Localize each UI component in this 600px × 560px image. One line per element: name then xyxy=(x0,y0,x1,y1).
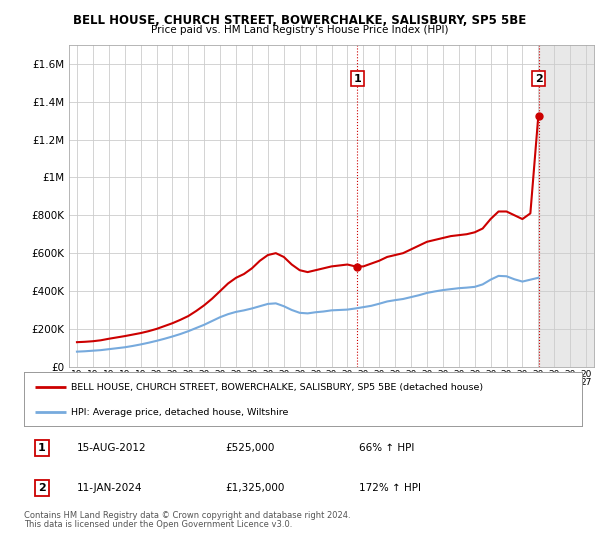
Bar xyxy=(539,45,594,367)
Text: 1: 1 xyxy=(353,73,361,83)
Text: BELL HOUSE, CHURCH STREET, BOWERCHALKE, SALISBURY, SP5 5BE: BELL HOUSE, CHURCH STREET, BOWERCHALKE, … xyxy=(73,14,527,27)
Text: 15-AUG-2012: 15-AUG-2012 xyxy=(77,443,146,453)
Text: 172% ↑ HPI: 172% ↑ HPI xyxy=(359,483,421,493)
Text: 1: 1 xyxy=(38,443,46,453)
Text: 11-JAN-2024: 11-JAN-2024 xyxy=(77,483,143,493)
Text: £1,325,000: £1,325,000 xyxy=(225,483,284,493)
Text: 2: 2 xyxy=(38,483,46,493)
Text: BELL HOUSE, CHURCH STREET, BOWERCHALKE, SALISBURY, SP5 5BE (detached house): BELL HOUSE, CHURCH STREET, BOWERCHALKE, … xyxy=(71,383,484,392)
Text: HPI: Average price, detached house, Wiltshire: HPI: Average price, detached house, Wilt… xyxy=(71,408,289,417)
Text: Price paid vs. HM Land Registry's House Price Index (HPI): Price paid vs. HM Land Registry's House … xyxy=(151,25,449,35)
Text: 66% ↑ HPI: 66% ↑ HPI xyxy=(359,443,414,453)
Text: 2: 2 xyxy=(535,73,542,83)
Text: Contains HM Land Registry data © Crown copyright and database right 2024.: Contains HM Land Registry data © Crown c… xyxy=(24,511,350,520)
Text: This data is licensed under the Open Government Licence v3.0.: This data is licensed under the Open Gov… xyxy=(24,520,292,529)
Text: £525,000: £525,000 xyxy=(225,443,274,453)
